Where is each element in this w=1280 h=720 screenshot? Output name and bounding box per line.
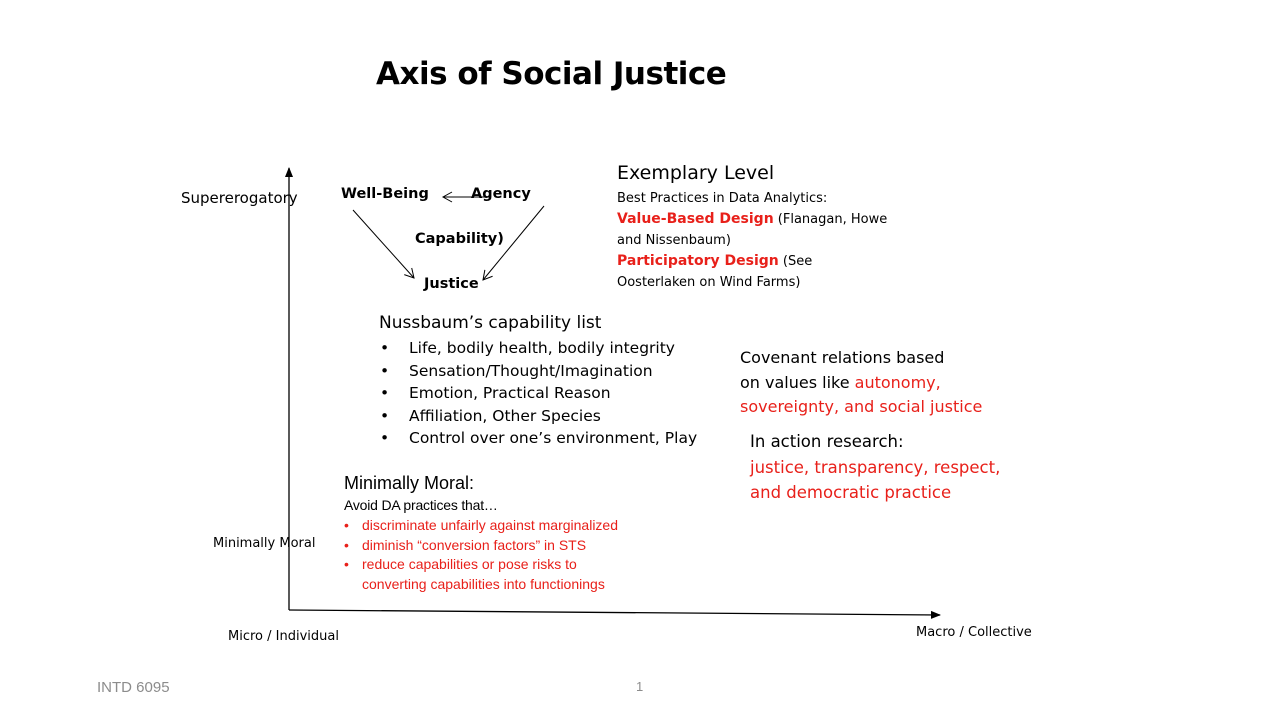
covenant-prefix: on values like <box>740 373 855 392</box>
list-item: Emotion, Practical Reason <box>380 382 697 405</box>
x-axis <box>288 609 941 619</box>
list-item: discriminate unfairly against marginaliz… <box>344 516 618 536</box>
value-based-design-line: Value-Based Design (Flanagan, Howe <box>617 211 887 227</box>
action-research-values-2: and democratic practice <box>750 483 952 502</box>
list-item: Sensation/Thought/Imagination <box>380 360 697 383</box>
exemplary-subheading: Best Practices in Data Analytics: <box>617 191 828 206</box>
list-item: Control over one’s environment, Play <box>380 427 697 450</box>
x-axis-left-label: Micro / Individual <box>228 629 339 644</box>
minimally-moral-subheading: Avoid DA practices that… <box>344 497 498 513</box>
action-research-heading: In action research: <box>750 432 904 451</box>
nussbaum-capability-list: Life, bodily health, bodily integrity Se… <box>380 337 697 450</box>
list-item-text-cont: converting capabilities into functioning… <box>362 575 605 592</box>
covenant-line-2: on values like autonomy, <box>740 371 941 396</box>
list-item-text: reduce capabilities or pose risks to <box>362 556 577 572</box>
list-item: Affiliation, Other Species <box>380 405 697 428</box>
agency-to-justice-arrow <box>482 205 545 281</box>
participatory-design-citation: (See <box>778 254 813 269</box>
course-code: INTD 6095 <box>97 679 170 696</box>
list-item: Life, bodily health, bodily integrity <box>380 337 697 360</box>
minimally-moral-list: discriminate unfairly against marginaliz… <box>344 516 618 594</box>
nussbaum-heading: Nussbaum’s capability list <box>379 313 602 333</box>
participatory-design-citation-cont: Oosterlaken on Wind Farms) <box>617 275 801 290</box>
slide-title: Axis of Social Justice <box>376 56 727 92</box>
value-based-design-citation-cont: and Nissenbaum) <box>617 233 731 248</box>
well-being-label: Well-Being <box>341 186 429 202</box>
list-item: diminish “conversion factors” in STS <box>344 536 618 556</box>
capability-label: Capability) <box>415 231 504 247</box>
value-based-design-citation: (Flanagan, Howe <box>773 212 888 227</box>
participatory-design-line: Participatory Design (See <box>617 253 812 269</box>
y-axis-bottom-label: Minimally Moral <box>213 536 316 551</box>
covenant-values: autonomy, <box>854 373 941 392</box>
covenant-line-1: Covenant relations based <box>740 348 945 367</box>
agency-label: Agency <box>471 186 531 202</box>
covenant-line-3: sovereignty, and social justice <box>740 397 983 416</box>
page-number: 1 <box>636 679 644 694</box>
action-research-values-1: justice, transparency, respect, <box>750 458 1001 477</box>
x-axis-right-label: Macro / Collective <box>916 625 1032 640</box>
justice-label: Justice <box>424 276 479 292</box>
y-axis-top-label: Supererogatory <box>181 189 298 207</box>
participatory-design-label: Participatory Design <box>617 253 779 269</box>
minimally-moral-heading: Minimally Moral: <box>344 473 475 493</box>
list-item: reduce capabilities or pose risks to conv… <box>344 555 618 594</box>
value-based-design-label: Value-Based Design <box>617 211 774 227</box>
wellbeing-to-justice-arrow <box>352 209 415 279</box>
exemplary-heading: Exemplary Level <box>617 162 775 184</box>
